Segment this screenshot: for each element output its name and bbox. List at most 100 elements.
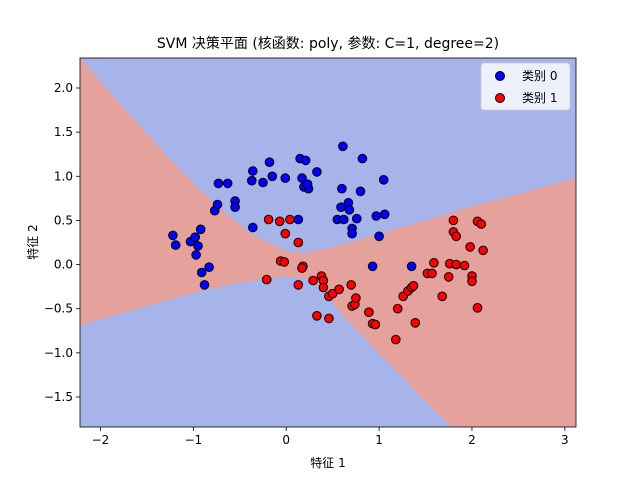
point-class1-42 [451, 231, 462, 242]
point-class0-42 [355, 186, 366, 197]
point-class1-51 [472, 303, 483, 313]
point-class1-47 [467, 276, 477, 287]
x-axis-ticks: −2 −1 0 1 2 3 [92, 427, 569, 447]
point-class0-44 [378, 175, 389, 185]
point-class0-27 [302, 179, 313, 189]
y-tick-label: 2.0 [54, 81, 73, 95]
point-class1-16 [327, 288, 338, 299]
point-class1-40 [448, 215, 459, 226]
point-class1-43 [451, 259, 462, 270]
point-class1-2 [285, 214, 295, 225]
point-class0-46 [374, 231, 384, 242]
point-class0-6 [191, 250, 201, 260]
point-class0-16 [248, 166, 258, 176]
y-tick-label: −1.0 [44, 346, 73, 360]
y-axis-ticks: −1.5 −1.0 −0.5 0.0 0.5 1.0 1.5 2.0 [44, 81, 80, 404]
legend: 类别 0 类别 1 [480, 62, 571, 111]
point-class1-35 [427, 268, 437, 279]
point-class0-12 [222, 178, 233, 189]
point-class0-23 [300, 155, 311, 166]
point-class0-30 [248, 222, 258, 233]
point-class1-28 [392, 303, 403, 314]
point-class0-33 [336, 202, 346, 212]
point-class0-43 [371, 211, 382, 221]
point-class0-21 [280, 173, 291, 183]
y-tick-label: 0.5 [54, 213, 73, 227]
region-class1 [80, 58, 576, 427]
point-class0-13 [213, 178, 224, 189]
point-class1-8 [297, 263, 307, 273]
point-class1-23 [351, 293, 361, 303]
point-class1-6 [279, 257, 290, 267]
decision-regions [80, 58, 576, 427]
point-class1-4 [293, 237, 304, 248]
x-tick-label: −1 [184, 433, 202, 447]
point-class1-14 [318, 282, 329, 293]
point-class0-19 [267, 171, 278, 182]
y-axis-label: 特征 2 [25, 224, 40, 259]
point-class1-36 [429, 258, 439, 268]
y-tick-label: 0.0 [54, 258, 73, 272]
point-class1-20 [346, 280, 357, 290]
legend-marker-class1 [495, 93, 505, 103]
point-class0-15 [230, 202, 240, 212]
x-tick-label: 1 [375, 433, 383, 447]
point-class1-19 [334, 284, 344, 295]
point-class0-20 [264, 157, 275, 167]
point-class1-49 [476, 219, 487, 229]
point-class1-1 [274, 216, 285, 227]
point-class1-26 [370, 319, 381, 330]
legend-marker-class0 [495, 71, 505, 81]
point-class0-0 [168, 230, 178, 241]
point-class0-29 [293, 214, 304, 225]
point-class1-9 [261, 274, 272, 285]
point-class0-8 [204, 262, 214, 273]
point-class0-47 [367, 261, 378, 272]
point-class0-41 [357, 153, 368, 164]
legend-label-class1: 类别 1 [522, 91, 557, 105]
y-tick-label: −1.5 [44, 390, 73, 404]
x-tick-label: −2 [92, 433, 110, 447]
x-tick-label: 3 [561, 433, 569, 447]
point-class1-18 [324, 313, 334, 324]
point-class0-40 [352, 213, 362, 224]
point-class0-3 [190, 232, 200, 242]
point-class0-28 [312, 167, 322, 177]
scatter-points [168, 141, 488, 345]
point-class0-31 [338, 141, 348, 152]
x-tick-label: 2 [468, 433, 476, 447]
y-tick-label: 1.0 [54, 169, 73, 183]
point-class0-48 [406, 261, 417, 272]
legend-label-class0: 类别 0 [522, 69, 557, 83]
point-class0-4 [195, 224, 206, 235]
point-class1-10 [293, 280, 304, 290]
point-class0-39 [347, 228, 357, 239]
point-class0-11 [212, 199, 223, 210]
x-tick-label: 0 [282, 433, 290, 447]
point-class1-37 [437, 291, 448, 302]
chart-title: SVM 决策平面 (核函数: poly, 参数: C=1, degree=2) [157, 35, 499, 52]
point-class1-11 [308, 275, 318, 286]
x-axis-label: 特征 1 [310, 455, 345, 470]
point-class1-0 [263, 214, 274, 225]
point-class0-1 [170, 240, 181, 250]
point-class0-17 [247, 175, 257, 186]
point-class1-45 [465, 242, 475, 252]
y-tick-label: −0.5 [44, 302, 73, 316]
point-class1-39 [443, 272, 454, 282]
plot-frame [79, 57, 577, 428]
point-class0-37 [344, 205, 355, 215]
point-class0-7 [196, 267, 207, 278]
point-class1-50 [478, 245, 488, 256]
point-class0-32 [337, 183, 347, 194]
point-class1-33 [408, 281, 419, 291]
point-class0-9 [199, 280, 210, 290]
point-class1-24 [364, 307, 374, 318]
point-class1-3 [280, 228, 291, 239]
point-class0-24 [297, 173, 307, 183]
point-class1-44 [459, 260, 470, 271]
point-class0-35 [339, 214, 349, 225]
point-class0-18 [258, 177, 268, 188]
point-class1-27 [391, 334, 401, 345]
